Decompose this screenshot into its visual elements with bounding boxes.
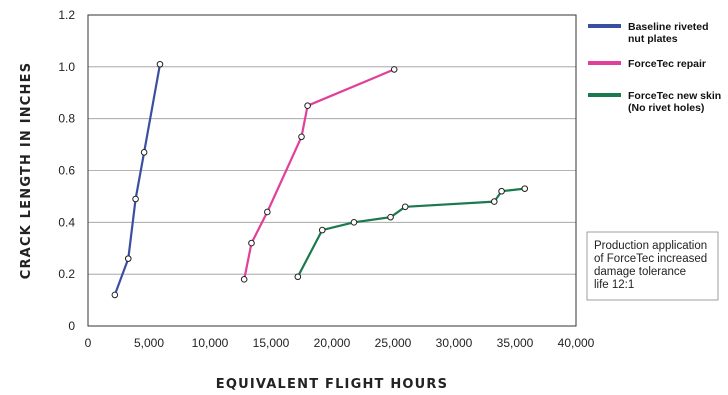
- data-point: [124, 255, 132, 262]
- x-tick-label: 20,000: [314, 336, 351, 350]
- data-point: [248, 239, 255, 247]
- data-point: [350, 219, 358, 226]
- data-point: [401, 203, 409, 211]
- annotation-line: of ForceTec increased: [594, 253, 707, 265]
- legend-label: (No rivet holes): [628, 102, 704, 114]
- y-tick-label: 0: [68, 319, 75, 333]
- series-line: [243, 68, 395, 280]
- data-point: [490, 198, 498, 205]
- legend-label: Baseline riveted: [628, 21, 709, 33]
- data-point: [132, 195, 139, 203]
- y-tick-label: 0.2: [58, 267, 75, 281]
- annotation-line: Production application: [594, 240, 707, 252]
- legend-label: nut plates: [628, 33, 678, 45]
- x-tick-label: 25,000: [375, 336, 412, 350]
- data-point: [264, 208, 271, 216]
- data-point: [240, 276, 248, 283]
- y-tick-label: 1.0: [58, 60, 75, 74]
- series-2: [240, 66, 398, 283]
- x-tick-label: 10,000: [192, 336, 229, 350]
- y-axis-title: CRACK LENGTH IN INCHES: [19, 62, 34, 280]
- annotation-line: life 12:1: [594, 279, 634, 291]
- y-tick-label: 1.2: [58, 8, 75, 22]
- data-point: [521, 185, 529, 192]
- y-tick-label: 0.6: [58, 164, 75, 178]
- series-3: [294, 185, 529, 281]
- series-line: [296, 187, 525, 278]
- y-axis-ticks: 0 0.2 0.4 0.6 0.8 1.0 1.2: [58, 8, 75, 333]
- x-tick-label: 15,000: [253, 336, 290, 350]
- x-axis-title: EQUIVALENT FLIGHT HOURS: [216, 377, 448, 392]
- y-tick-label: 0.4: [58, 215, 75, 229]
- annotation-line: damage tolerance: [594, 266, 686, 278]
- data-point: [140, 149, 148, 156]
- legend-label: ForceTec repair: [628, 58, 706, 70]
- series-1: [111, 60, 164, 299]
- data-point: [111, 291, 119, 299]
- legend-entry: ForceTec new skin(No rivet holes): [588, 90, 721, 114]
- x-tick-label: 30,000: [436, 336, 473, 350]
- series-line: [113, 64, 162, 296]
- gridlines: [88, 66, 576, 275]
- data-point: [498, 187, 505, 195]
- data-point: [294, 273, 302, 281]
- data-point: [304, 102, 311, 110]
- x-tick-label: 40,000: [558, 336, 595, 350]
- data-point: [156, 60, 164, 68]
- x-tick-label: 0: [85, 336, 92, 350]
- legend-entry: ForceTec repair: [588, 58, 706, 70]
- plot-frame: [87, 14, 577, 327]
- data-point: [298, 133, 305, 141]
- data-point: [387, 213, 394, 221]
- data-point: [318, 226, 326, 234]
- annotation-frame: [586, 231, 719, 301]
- legend-label: ForceTec new skin: [628, 90, 721, 102]
- x-tick-label: 35,000: [497, 336, 534, 350]
- data-point: [390, 66, 398, 73]
- x-axis-ticks: 0 5,000 10,000 15,000 20,000 25,000 30,000 35,0…: [85, 336, 595, 350]
- x-tick-label: 5,000: [134, 336, 164, 350]
- y-tick-label: 0.8: [58, 112, 75, 126]
- series-lines: [111, 60, 529, 299]
